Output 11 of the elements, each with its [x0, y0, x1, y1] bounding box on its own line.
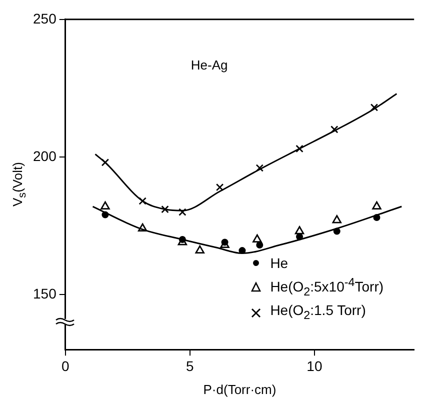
annotation: He-Ag	[190, 57, 228, 72]
y-tick-label: 150	[33, 285, 57, 302]
legend-label: He(O$_{2}$:1.5 Torr)	[270, 301, 366, 324]
legend-label: He	[270, 254, 288, 273]
x-tick-label: 5	[186, 358, 194, 374]
x-tick-label: 10	[306, 358, 322, 374]
x-axis-title: P·d(Torr·cm)	[203, 382, 276, 397]
x-tick-label: 0	[61, 358, 70, 374]
y-tick-label: 250	[33, 10, 57, 26]
legend-label: He(O$_{2}$:5x10$^{-4}$Torr)	[270, 274, 384, 300]
y-tick-label: 200	[33, 148, 57, 164]
